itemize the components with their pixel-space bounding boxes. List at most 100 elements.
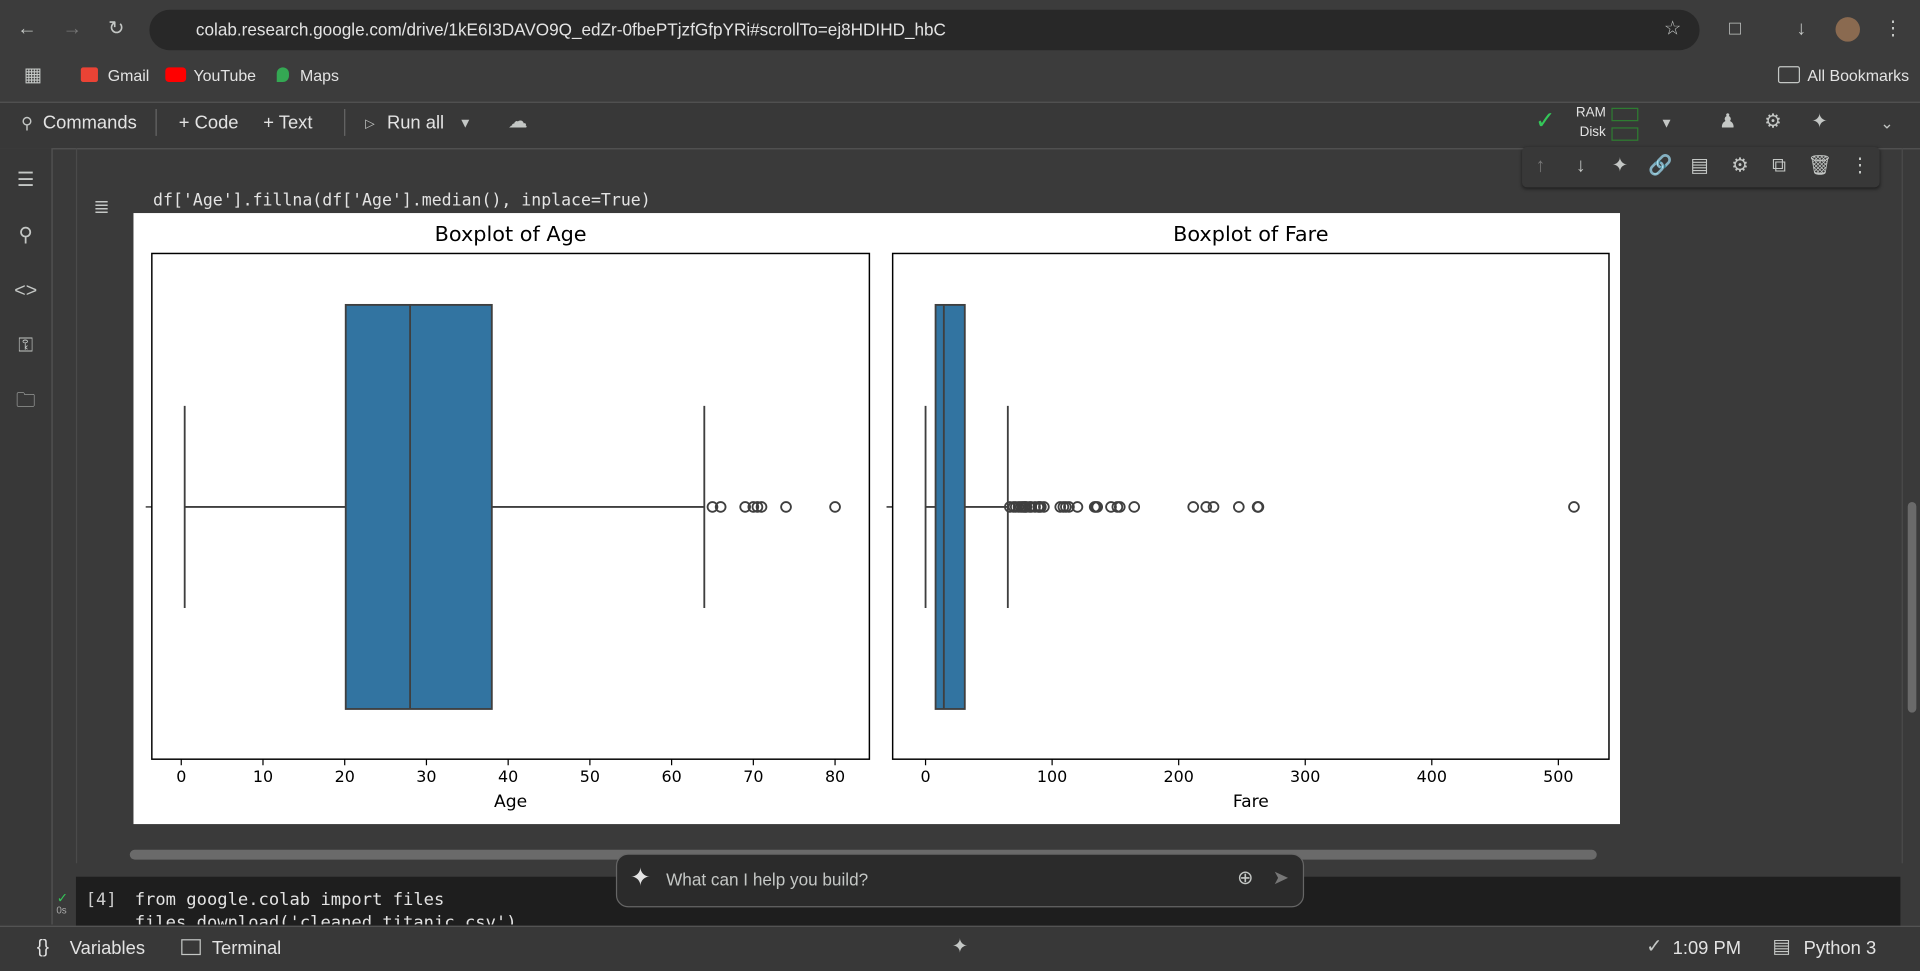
chart-title: Boxplot of Age bbox=[435, 222, 587, 246]
outlier bbox=[1233, 501, 1245, 513]
star-icon[interactable]: ☆ bbox=[1663, 18, 1682, 40]
outlier bbox=[1187, 501, 1200, 513]
chat-placeholder: What can I help you build? bbox=[666, 869, 869, 889]
vertical-scrollbar[interactable] bbox=[1907, 502, 1917, 713]
move-up[interactable]: ↑ bbox=[1535, 155, 1546, 177]
terminal-icon bbox=[181, 939, 201, 956]
x-tick-label: 10 bbox=[253, 767, 273, 786]
settings-icon[interactable]: ⚙ bbox=[1764, 111, 1782, 133]
outlier bbox=[755, 501, 768, 513]
extensions-icon[interactable]: □ bbox=[1729, 18, 1742, 40]
move-down[interactable]: ↓ bbox=[1575, 155, 1586, 177]
snippets-icon[interactable]: <> bbox=[14, 280, 38, 302]
find-icon[interactable]: ⚲ bbox=[18, 225, 33, 247]
bookmark[interactable]: YouTube bbox=[193, 66, 257, 85]
x-tick-label: 70 bbox=[743, 767, 763, 786]
x-tick-label: 100 bbox=[1037, 767, 1067, 786]
mirror-icon[interactable]: ⧉ bbox=[1772, 155, 1787, 177]
delete-icon[interactable]: 🗑 bbox=[1807, 155, 1833, 177]
send-icon[interactable]: ➤ bbox=[1272, 868, 1290, 889]
chat-input[interactable] bbox=[615, 853, 1305, 908]
apps-icon[interactable]: ▦ bbox=[23, 64, 43, 86]
bookmark[interactable]: Gmail bbox=[107, 66, 150, 85]
code-line: df['Age'].fillna(df['Age'].median(), inp… bbox=[153, 191, 651, 211]
outlier bbox=[747, 501, 760, 513]
runtime[interactable]: Python 3 bbox=[1803, 937, 1877, 959]
x-tick-label: 50 bbox=[580, 767, 600, 786]
toc-icon[interactable]: ☰ bbox=[16, 170, 35, 192]
output-figure: Boxplot of Age Age 0 10 20 30 40 50 60 70 80 Boxplo… bbox=[133, 213, 1621, 825]
run-time: 0s bbox=[56, 904, 67, 916]
dropdown-icon[interactable]: ▼ bbox=[458, 116, 472, 132]
x-tick-label: 0 bbox=[176, 767, 186, 786]
divider bbox=[344, 108, 346, 136]
box bbox=[934, 303, 966, 710]
add-icon[interactable]: ⊕ bbox=[1237, 868, 1254, 889]
more-icon[interactable]: ⋮ bbox=[1850, 155, 1870, 177]
connected-check: ✓ bbox=[1535, 107, 1556, 135]
cell-prompt: [4] bbox=[85, 890, 117, 910]
cell-frame bbox=[75, 148, 1903, 864]
clock: 1:09 PM bbox=[1672, 937, 1742, 959]
forward-button[interactable]: → bbox=[62, 18, 83, 40]
download-icon[interactable]: ↓ bbox=[1796, 18, 1807, 40]
gemini-cell[interactable]: ✦ bbox=[1611, 155, 1629, 177]
code-line: files.download('cleaned_titanic.csv') bbox=[134, 913, 517, 925]
maps-icon bbox=[276, 67, 289, 83]
url-text: colab.research.google.com/drive/1kE6I3DA… bbox=[195, 19, 946, 40]
run-status: ✓ bbox=[56, 891, 69, 907]
terminal-button[interactable]: Terminal bbox=[211, 937, 282, 959]
variables-button[interactable]: Variables bbox=[69, 937, 146, 959]
braces-icon: {} bbox=[36, 936, 50, 958]
outlier bbox=[714, 501, 727, 513]
cell-settings[interactable]: ⚙ bbox=[1731, 155, 1749, 177]
runtime-icon: ▤ bbox=[1772, 936, 1791, 958]
outlier bbox=[751, 501, 764, 513]
gemini-icon[interactable]: ✦ bbox=[1811, 111, 1828, 133]
gmail-icon bbox=[80, 67, 98, 83]
outlier bbox=[1063, 501, 1075, 513]
status-bar bbox=[0, 925, 1920, 971]
drive-icon[interactable]: ☁ bbox=[508, 111, 528, 133]
search-icon: ⚲ bbox=[21, 113, 33, 133]
commands-button[interactable]: Commands bbox=[42, 112, 137, 134]
bookmark[interactable]: Maps bbox=[300, 66, 339, 85]
x-tick-label: 80 bbox=[825, 767, 845, 786]
menu-icon[interactable]: ⋮ bbox=[1883, 18, 1903, 40]
back-button[interactable]: ← bbox=[17, 18, 37, 40]
share-icon[interactable]: ♟ bbox=[1718, 111, 1737, 133]
axes-frame bbox=[151, 252, 871, 760]
disk-label: Disk bbox=[1579, 124, 1606, 140]
secrets-icon[interactable]: ⚿ bbox=[18, 335, 34, 357]
comment-icon[interactable]: ▤ bbox=[1690, 155, 1709, 177]
output-toggle[interactable]: ≣ bbox=[93, 197, 110, 218]
outlier bbox=[1020, 501, 1033, 513]
resources-dropdown[interactable]: ▼ bbox=[1659, 116, 1674, 132]
x-tick-label: 400 bbox=[1417, 767, 1447, 786]
x-axis-label: Age bbox=[494, 792, 527, 812]
outlier bbox=[1113, 501, 1126, 513]
files-icon[interactable]: 🗀 bbox=[15, 390, 36, 412]
run-all-button[interactable]: Run all bbox=[386, 112, 445, 134]
reload-button[interactable]: ↻ bbox=[108, 18, 125, 40]
outlier bbox=[1004, 501, 1016, 513]
outlier bbox=[1568, 501, 1580, 513]
collapse-icon[interactable]: ⌄ bbox=[1880, 113, 1894, 133]
add-code-button[interactable]: + Code bbox=[178, 112, 239, 134]
outlier bbox=[1207, 501, 1220, 513]
outlier bbox=[1105, 501, 1117, 513]
all-bookmarks[interactable]: All Bookmarks bbox=[1807, 66, 1910, 85]
add-text-button[interactable]: + Text bbox=[263, 112, 313, 134]
link-icon[interactable]: 🔗 bbox=[1648, 155, 1673, 177]
gemini-icon[interactable]: ✦ bbox=[951, 936, 969, 958]
bookmarks-bar bbox=[0, 58, 1920, 102]
cell-toolbar bbox=[1522, 146, 1880, 188]
avatar[interactable] bbox=[1835, 17, 1861, 42]
outlier bbox=[1091, 501, 1104, 513]
x-tick-label: 200 bbox=[1163, 767, 1193, 786]
outlier bbox=[1071, 501, 1084, 513]
folder-icon bbox=[1777, 66, 1801, 84]
outlier bbox=[1128, 501, 1141, 513]
url-box[interactable] bbox=[149, 9, 1700, 51]
